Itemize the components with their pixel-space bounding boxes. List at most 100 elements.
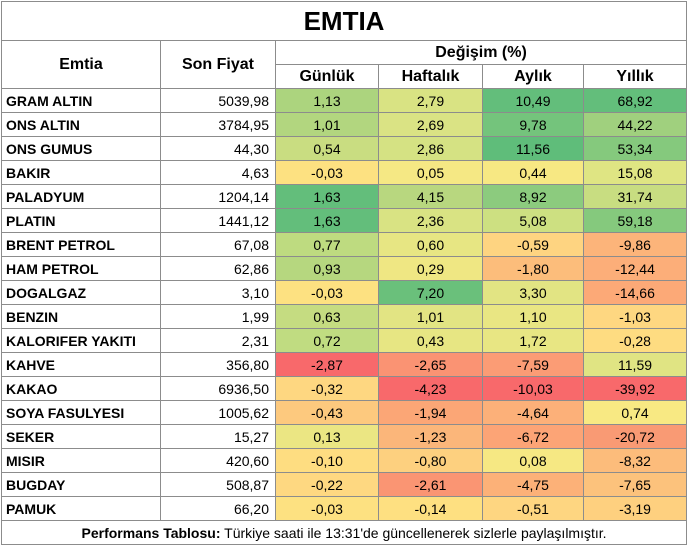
change-haftalik: 2,79 [378,88,483,113]
commodity-name: KAHVE [1,352,161,377]
change-aylik: 1,10 [482,304,584,329]
change-yillik: 44,22 [582,112,687,137]
last-price: 1005,62 [160,400,276,425]
table-body: GRAM ALTIN 5039,98 1,13 2,79 10,49 68,92 ONS A… [1,88,687,521]
header-gunluk: Günlük [275,64,379,89]
commodity-name: BAKIR [1,160,161,185]
table-row: HAM PETROL 62,86 0,93 0,29 -1,80 -12,44 [1,256,687,281]
change-haftalik: 0,29 [378,256,483,281]
table-row: PLATIN 1441,12 1,63 2,36 5,08 59,18 [1,208,687,233]
table-row: GRAM ALTIN 5039,98 1,13 2,79 10,49 68,92 [1,88,687,113]
footer-note: Performans Tablosu: Türkiye saati ile 13… [0,520,687,545]
footer-label: Performans Tablosu: [81,524,221,541]
commodity-name: PLATIN [1,208,161,233]
change-yillik: -12,44 [582,256,687,281]
table-row: SOYA FASULYESI 1005,62 -0,43 -1,94 -4,64 0,74 [1,400,687,425]
commodity-name: BUGDAY [1,472,161,497]
footer-text: Türkiye saati ile 13:31'de güncellenerek… [220,524,607,541]
table-row: BUGDAY 508,87 -0,22 -2,61 -4,75 -7,65 [1,472,687,497]
table-row: PALADYUM 1204,14 1,63 4,15 8,92 31,74 [1,184,687,209]
change-haftalik: -1,94 [378,400,483,425]
change-yillik: -9,86 [582,232,687,257]
change-yillik: -0,28 [582,328,687,353]
change-haftalik: 7,20 [378,280,483,305]
change-haftalik: 2,86 [378,136,483,161]
change-gunluk: -0,03 [275,280,379,305]
header-degisim: Değişim (%) [274,40,687,65]
change-yillik: -1,03 [582,304,687,329]
change-gunluk: -2,87 [275,352,379,377]
commodity-name: SOYA FASULYESI [1,400,161,425]
last-price: 1,99 [160,304,276,329]
change-gunluk: 1,13 [275,88,379,113]
change-gunluk: -0,03 [275,496,379,521]
change-yillik: 0,74 [582,400,687,425]
change-aylik: 10,49 [482,88,584,113]
last-price: 4,63 [160,160,276,185]
change-gunluk: -0,10 [275,448,379,473]
table-row: DOGALGAZ 3,10 -0,03 7,20 3,30 -14,66 [1,280,687,305]
last-price: 1441,12 [160,208,276,233]
table-row: KAKAO 6936,50 -0,32 -4,23 -10,03 -39,92 [1,376,687,401]
change-haftalik: 2,69 [378,112,483,137]
change-haftalik: -0,14 [378,496,483,521]
change-aylik: 9,78 [482,112,584,137]
header-aylik: Aylık [482,64,584,89]
commodity-name: PAMUK [1,496,161,521]
table-row: ONS GUMUS 44,30 0,54 2,86 11,56 53,34 [1,136,687,161]
change-aylik: -0,59 [482,232,584,257]
change-gunluk: -0,03 [275,160,379,185]
header-haftalik: Haftalık [378,64,483,89]
last-price: 5039,98 [160,88,276,113]
header-son-fiyat: Son Fiyat [160,40,276,89]
change-aylik: -0,51 [482,496,584,521]
commodity-name: KAKAO [1,376,161,401]
commodity-name: GRAM ALTIN [1,88,161,113]
table-row: PAMUK 66,20 -0,03 -0,14 -0,51 -3,19 [1,496,687,521]
last-price: 508,87 [160,472,276,497]
change-gunluk: -0,43 [275,400,379,425]
change-haftalik: 1,01 [378,304,483,329]
change-aylik: -4,75 [482,472,584,497]
change-haftalik: 0,43 [378,328,483,353]
last-price: 3,10 [160,280,276,305]
last-price: 67,08 [160,232,276,257]
change-aylik: 11,56 [482,136,584,161]
change-yillik: 59,18 [582,208,687,233]
table-row: KALORIFER YAKITI 2,31 0,72 0,43 1,72 -0,28 [1,328,687,353]
commodity-name: SEKER [1,424,161,449]
change-yillik: 53,34 [582,136,687,161]
change-yillik: 68,92 [582,88,687,113]
table-row: BRENT PETROL 67,08 0,77 0,60 -0,59 -9,86 [1,232,687,257]
change-aylik: -1,80 [482,256,584,281]
change-aylik: -4,64 [482,400,584,425]
change-aylik: 5,08 [482,208,584,233]
change-haftalik: 4,15 [378,184,483,209]
change-aylik: -6,72 [482,424,584,449]
change-yillik: -39,92 [582,376,687,401]
commodity-name: ONS GUMUS [1,136,161,161]
change-yillik: 11,59 [582,352,687,377]
change-haftalik: -1,23 [378,424,483,449]
change-gunluk: 0,72 [275,328,379,353]
table-row: BAKIR 4,63 -0,03 0,05 0,44 15,08 [1,160,687,185]
change-gunluk: -0,22 [275,472,379,497]
change-aylik: 1,72 [482,328,584,353]
last-price: 2,31 [160,328,276,353]
commodity-name: MISIR [1,448,161,473]
commodity-name: BRENT PETROL [1,232,161,257]
change-yillik: -7,65 [582,472,687,497]
table-row: ONS ALTIN 3784,95 1,01 2,69 9,78 44,22 [1,112,687,137]
change-gunluk: 0,77 [275,232,379,257]
last-price: 420,60 [160,448,276,473]
change-haftalik: -4,23 [378,376,483,401]
table-row: MISIR 420,60 -0,10 -0,80 0,08 -8,32 [1,448,687,473]
change-yillik: -14,66 [582,280,687,305]
change-haftalik: -0,80 [378,448,483,473]
change-yillik: 15,08 [582,160,687,185]
table-row: SEKER 15,27 0,13 -1,23 -6,72 -20,72 [1,424,687,449]
change-haftalik: 0,60 [378,232,483,257]
last-price: 356,80 [160,352,276,377]
